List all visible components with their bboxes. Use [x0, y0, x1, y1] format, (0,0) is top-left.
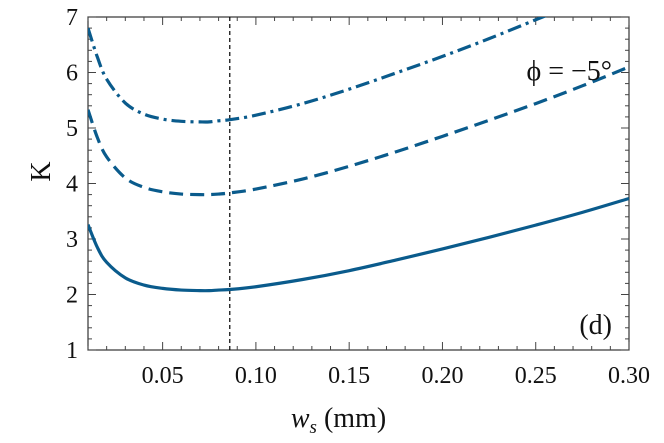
x-tick-label: 0.30	[608, 363, 650, 389]
y-tick-label: 3	[66, 227, 78, 253]
x-axis-title-unit: (mm)	[317, 403, 386, 434]
y-tick-label: 5	[66, 116, 78, 142]
x-tick-label: 0.25	[515, 363, 557, 389]
y-tick-label: 6	[66, 61, 78, 87]
x-tick-label: 0.05	[142, 363, 184, 389]
x-axis-title-sub: s	[310, 417, 317, 438]
series-line-solid	[88, 196, 629, 293]
y-tick-label: 2	[66, 283, 78, 309]
x-axis-title-var: w	[291, 403, 310, 434]
y-tick-label: 1	[66, 338, 78, 364]
x-axis-title: ws (mm)	[291, 403, 386, 438]
panel-label: (d)	[579, 310, 612, 341]
x-tick-label: 0.20	[421, 363, 463, 389]
series-line-dashed	[88, 65, 629, 197]
x-tick-label: 0.15	[328, 363, 370, 389]
y-axis-title: K	[26, 161, 57, 181]
phi-annotation: ϕ = −5°	[526, 56, 612, 87]
y-tick-label: 7	[66, 5, 78, 31]
y-tick-label: 4	[66, 172, 78, 198]
x-tick-label: 0.10	[235, 363, 277, 389]
series-line-dash-dot	[88, 17, 547, 124]
